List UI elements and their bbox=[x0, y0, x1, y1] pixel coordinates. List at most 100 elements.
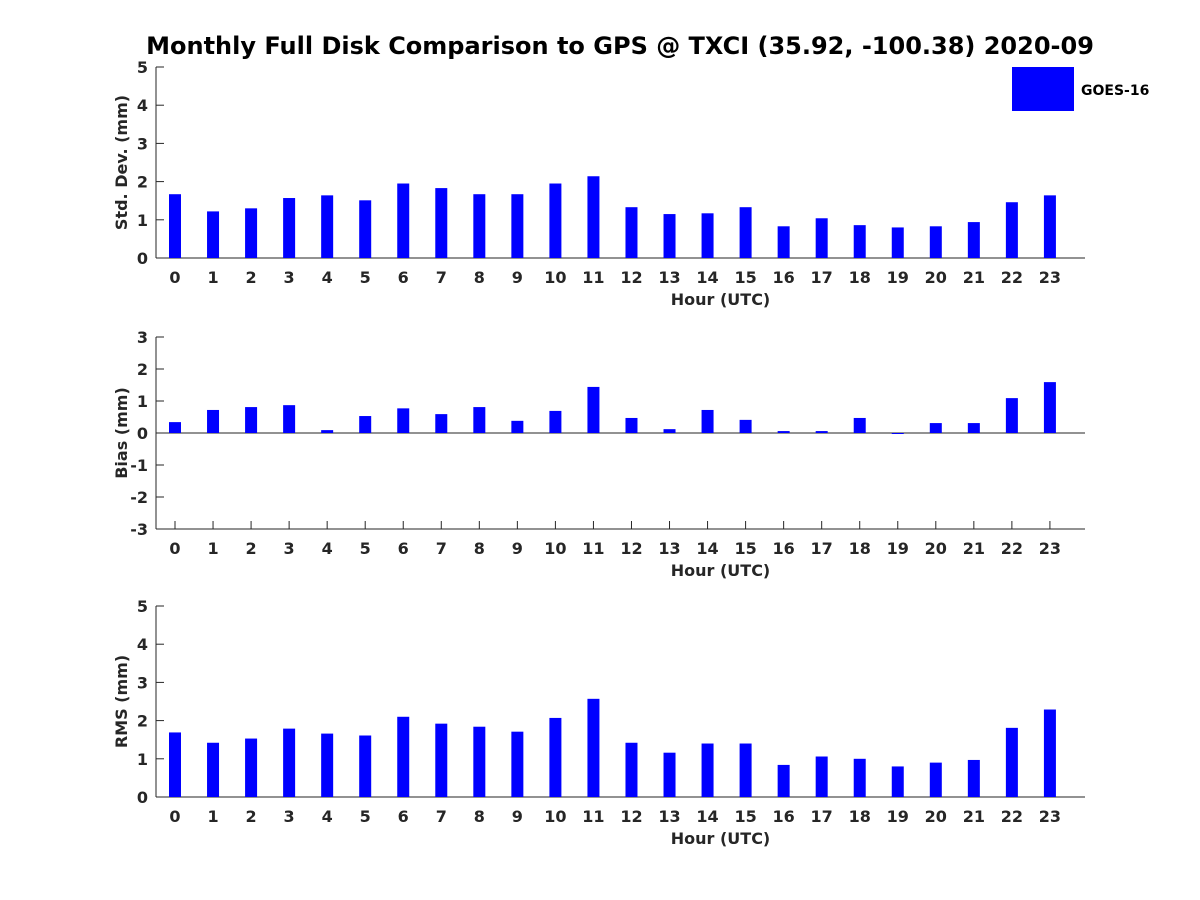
x-tick-label: 17 bbox=[811, 268, 833, 287]
bar-hour-1 bbox=[207, 211, 220, 258]
bar-hour-12 bbox=[625, 417, 638, 433]
y-tick-label: 2 bbox=[137, 360, 148, 379]
x-tick-label: 8 bbox=[474, 268, 485, 287]
bar-hour-9 bbox=[511, 420, 524, 433]
bar-hour-21 bbox=[967, 222, 980, 258]
y-tick-label: 4 bbox=[137, 96, 148, 115]
bar-hour-13 bbox=[663, 429, 676, 433]
x-tick-label: 19 bbox=[887, 268, 909, 287]
x-axis-label: Hour (UTC) bbox=[671, 561, 771, 580]
bar-hour-18 bbox=[853, 417, 866, 433]
bar-hour-0 bbox=[169, 422, 181, 433]
x-tick-label: 15 bbox=[734, 807, 756, 826]
x-tick-label: 2 bbox=[246, 268, 257, 287]
x-tick-label: 1 bbox=[207, 268, 218, 287]
bar-hour-17 bbox=[815, 756, 828, 797]
x-tick-label: 18 bbox=[849, 807, 871, 826]
x-tick-label: 22 bbox=[1001, 807, 1023, 826]
bar-hour-10 bbox=[549, 717, 562, 797]
y-tick-label: -3 bbox=[130, 520, 148, 539]
x-tick-label: 19 bbox=[887, 539, 909, 558]
bar-hour-17 bbox=[815, 431, 828, 433]
x-tick-label: 16 bbox=[773, 268, 795, 287]
chart-title: Monthly Full Disk Comparison to GPS @ TX… bbox=[146, 32, 1094, 60]
y-tick-label: 3 bbox=[137, 673, 148, 692]
x-tick-label: 11 bbox=[582, 539, 604, 558]
x-tick-label: 22 bbox=[1001, 539, 1023, 558]
x-tick-label: 5 bbox=[360, 268, 371, 287]
bar-hour-3 bbox=[283, 405, 296, 433]
y-tick-label: 5 bbox=[137, 58, 148, 77]
x-tick-label: 6 bbox=[398, 807, 409, 826]
y-tick-label: -1 bbox=[130, 456, 148, 475]
x-tick-label: 3 bbox=[284, 268, 295, 287]
x-tick-label: 4 bbox=[322, 539, 333, 558]
legend-label-goes-16: GOES-16 bbox=[1081, 83, 1149, 99]
x-tick-label: 6 bbox=[398, 539, 409, 558]
bar-hour-20 bbox=[929, 423, 942, 433]
x-tick-label: 0 bbox=[169, 807, 180, 826]
y-axis-label: Std. Dev. (mm) bbox=[112, 95, 131, 230]
bar-hour-3 bbox=[283, 728, 296, 797]
x-tick-label: 16 bbox=[773, 539, 795, 558]
bar-hour-2 bbox=[245, 208, 258, 258]
x-tick-label: 1 bbox=[207, 539, 218, 558]
bar-hour-23 bbox=[1043, 382, 1056, 433]
x-tick-label: 14 bbox=[696, 268, 718, 287]
bar-hour-5 bbox=[359, 416, 372, 433]
bar-hour-14 bbox=[701, 743, 714, 797]
legend-swatch-goes-16 bbox=[1012, 67, 1074, 111]
y-axis-label: RMS (mm) bbox=[112, 655, 131, 748]
bar-hour-4 bbox=[321, 733, 334, 797]
legend: GOES-16 bbox=[1012, 67, 1149, 111]
bar-hour-12 bbox=[625, 742, 638, 797]
x-tick-label: 7 bbox=[436, 268, 447, 287]
x-tick-label: 13 bbox=[658, 807, 680, 826]
x-tick-label: 11 bbox=[582, 807, 604, 826]
y-tick-label: 1 bbox=[137, 392, 148, 411]
x-tick-label: 10 bbox=[544, 807, 566, 826]
bar-hour-8 bbox=[473, 726, 486, 797]
x-tick-label: 21 bbox=[963, 807, 985, 826]
x-tick-label: 1 bbox=[207, 807, 218, 826]
bar-hour-4 bbox=[321, 430, 334, 433]
x-tick-label: 13 bbox=[658, 539, 680, 558]
x-tick-label: 7 bbox=[436, 539, 447, 558]
bar-hour-5 bbox=[359, 200, 372, 258]
bar-hour-12 bbox=[625, 207, 638, 258]
x-tick-label: 17 bbox=[811, 807, 833, 826]
y-tick-label: 3 bbox=[137, 328, 148, 347]
bar-hour-7 bbox=[435, 723, 448, 797]
bar-hour-1 bbox=[207, 409, 220, 433]
bar-hour-15 bbox=[739, 743, 752, 797]
x-tick-label: 2 bbox=[246, 539, 257, 558]
y-tick-label: 5 bbox=[137, 597, 148, 616]
x-tick-label: 14 bbox=[696, 539, 718, 558]
bar-hour-16 bbox=[777, 226, 790, 258]
x-tick-label: 14 bbox=[696, 807, 718, 826]
bar-hour-6 bbox=[397, 716, 410, 797]
y-tick-label: 4 bbox=[137, 635, 148, 654]
x-tick-label: 12 bbox=[620, 539, 642, 558]
bar-hour-5 bbox=[359, 735, 372, 797]
x-tick-label: 17 bbox=[811, 539, 833, 558]
bar-hour-22 bbox=[1005, 202, 1018, 258]
bar-hour-18 bbox=[853, 225, 866, 258]
bar-hour-10 bbox=[549, 410, 562, 433]
bar-hour-9 bbox=[511, 194, 524, 258]
bar-hour-7 bbox=[435, 188, 448, 258]
x-tick-label: 2 bbox=[246, 807, 257, 826]
y-tick-label: 0 bbox=[137, 249, 148, 268]
bar-hour-22 bbox=[1005, 727, 1018, 797]
bar-hour-14 bbox=[701, 213, 714, 258]
x-tick-label: 8 bbox=[474, 539, 485, 558]
bar-hour-2 bbox=[245, 738, 258, 797]
bar-hour-6 bbox=[397, 408, 410, 433]
bar-hour-15 bbox=[739, 419, 752, 433]
y-tick-label: 0 bbox=[137, 424, 148, 443]
bar-hour-14 bbox=[701, 409, 714, 433]
